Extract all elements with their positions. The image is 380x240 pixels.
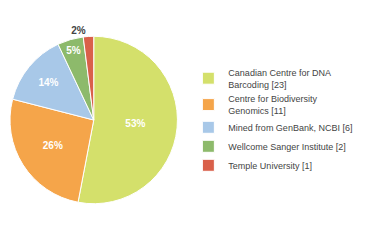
svg-text:Mined from GenBank, NCBI [6]: Mined from GenBank, NCBI [6] (228, 123, 352, 133)
svg-text:Wellcome Sanger Institute [2]: Wellcome Sanger Institute [2] (228, 142, 345, 152)
svg-text:Centre for BiodiversityGenomic: Centre for BiodiversityGenomics [11] (228, 94, 317, 116)
svg-text:53%: 53% (125, 118, 145, 129)
svg-text:Canadian Centre for DNABarcodi: Canadian Centre for DNABarcoding [23] (228, 68, 331, 90)
svg-text:2%: 2% (71, 25, 86, 36)
svg-text:14%: 14% (38, 77, 58, 88)
svg-text:26%: 26% (43, 140, 63, 151)
svg-text:Temple University [1]: Temple University [1] (228, 161, 312, 171)
svg-text:5%: 5% (66, 45, 81, 56)
